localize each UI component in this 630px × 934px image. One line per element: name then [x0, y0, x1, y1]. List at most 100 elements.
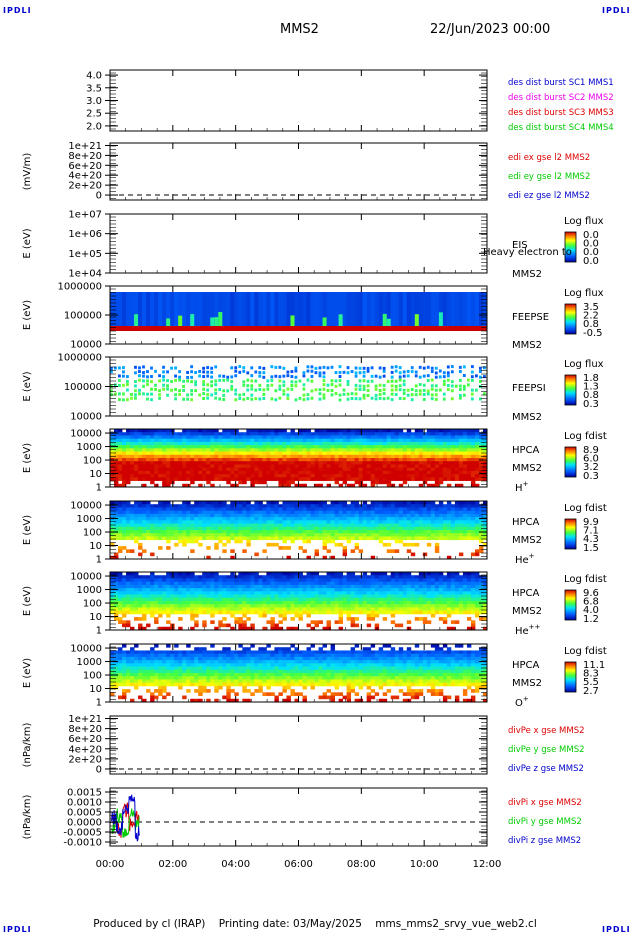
panel7-cell [118, 507, 123, 512]
panel7-cell [474, 510, 480, 515]
panel7-cell [242, 510, 247, 515]
panel7-cell [266, 542, 271, 547]
panel7-cell [146, 536, 151, 541]
panel6-cell [294, 458, 299, 462]
panel6-cell [278, 438, 283, 443]
panel6-cell [214, 464, 219, 469]
panel5-cell [114, 392, 117, 396]
panel8-cell [346, 572, 352, 576]
panel7-cell [334, 530, 340, 534]
panel6-cell [314, 464, 319, 469]
panel5-cell [394, 369, 398, 373]
panel6-cell [458, 474, 464, 478]
panel6-cell [390, 464, 396, 469]
panel7-cell [474, 536, 480, 541]
panel8-cell [174, 575, 179, 579]
panel8-cell [326, 591, 331, 595]
panel7-cell [442, 510, 448, 515]
panel7-cell [398, 530, 404, 534]
panel7-cell [438, 530, 444, 534]
panel8-cell [122, 575, 127, 579]
panel7-cell [162, 501, 167, 505]
panel7-cell [234, 501, 239, 505]
panel7-cell [338, 517, 344, 521]
panel8-cell [290, 617, 295, 621]
panel6-cell [254, 438, 259, 443]
panel5-cell [182, 379, 185, 383]
panel5-cell [206, 366, 210, 370]
panel8-cell [266, 588, 271, 592]
panel7-cell [342, 523, 348, 528]
panel7-cell [450, 517, 456, 521]
panel6-cell [114, 477, 119, 481]
panel7-cell [386, 530, 392, 534]
panel6-cell [406, 458, 412, 462]
panel8-cell [162, 601, 167, 605]
panel6-cell [150, 470, 155, 475]
panel7-cell [386, 517, 392, 521]
panel7-cell [446, 501, 452, 505]
panel7-cell [390, 549, 396, 553]
panel8-cell [194, 584, 199, 589]
panel5-colorbar-label: 1.3 [583, 382, 599, 393]
panel6-cell [418, 477, 424, 481]
panel7-cell [114, 526, 119, 531]
panel6-cell [182, 483, 187, 488]
panel7-cell [438, 523, 444, 528]
panel7-cell [158, 513, 163, 518]
panel6-cell [378, 451, 384, 456]
panel7-cell [282, 526, 287, 531]
panel8-cell [206, 581, 211, 586]
panel6-cell [306, 464, 311, 469]
panel7-instrument-label: HPCA [512, 517, 540, 528]
panel7-cell [334, 504, 340, 508]
panel8-cell [138, 623, 143, 628]
panel6-cell [330, 464, 335, 469]
panel7-cell [154, 510, 159, 515]
panel8-cell [206, 594, 211, 599]
panel6-cell [286, 467, 291, 472]
panel6-cell [470, 445, 476, 449]
panel6-cell [410, 448, 416, 452]
panel5-cell [318, 371, 322, 375]
panel5-cell [374, 374, 378, 378]
panel6-cell [346, 441, 352, 446]
panel6-cell [266, 432, 271, 436]
panel7-cell [254, 507, 259, 512]
panel7-cell [266, 517, 271, 521]
panel8-cell [214, 610, 219, 615]
panel8-cell [342, 607, 348, 612]
panel8-cell [278, 575, 283, 579]
panel6-cell [270, 432, 275, 436]
panel7-cell [318, 510, 323, 515]
panel5-cell [462, 387, 466, 391]
panel6-cell [354, 464, 360, 469]
panel8-cell [342, 578, 348, 583]
panel6-ytick-label: 10 [89, 469, 102, 480]
panel6-cell [386, 483, 392, 488]
panel6-cell [118, 467, 123, 472]
panel8-cell [198, 581, 203, 586]
panel7-cell [430, 533, 436, 537]
panel7-cell [474, 549, 480, 553]
panel6-cell [222, 448, 227, 452]
panel8-cell [142, 617, 147, 621]
panel7-cell [330, 501, 335, 505]
panel8-cell [274, 604, 279, 608]
panel8-cell [306, 604, 311, 608]
panel4-cell [390, 326, 396, 331]
panel8-cell [198, 597, 203, 602]
panel6-cell [402, 477, 408, 481]
panel5-cell [134, 365, 137, 369]
panel7-cell [166, 533, 171, 537]
panel6-cell [306, 429, 311, 433]
panel6-cell [262, 470, 267, 475]
panel6-cell [206, 474, 211, 478]
panel7-cell [270, 533, 275, 537]
panel7-cell [118, 536, 123, 541]
panel5-cell [110, 389, 113, 393]
panel7-cell [310, 526, 315, 531]
panel8-cell [230, 588, 235, 592]
panel6-cell [462, 435, 468, 440]
panel8-cell [298, 572, 303, 576]
